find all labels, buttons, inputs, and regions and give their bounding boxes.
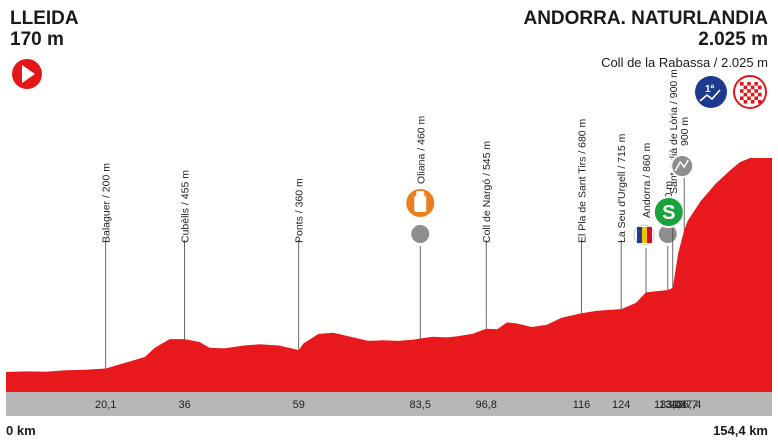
- bin-icon: [409, 223, 432, 245]
- km-tick-label: 134,4: [659, 399, 687, 411]
- waypoint-label: El Pla de Sant Tirs / 680 m: [576, 118, 588, 243]
- checkered-square: [754, 82, 758, 86]
- km-axis-bar: [6, 392, 772, 416]
- finish-summit: Coll de la Rabassa / 2.025 m: [601, 55, 768, 70]
- checkered-square: [740, 89, 744, 93]
- finish-block: ANDORRA. NATURLANDIA 2.025 m Coll de la …: [523, 8, 768, 71]
- waypoint-label: Oliana / 460 m: [415, 115, 427, 184]
- andorra-flag-blue: [636, 227, 642, 243]
- km-tick-label: 116: [573, 399, 591, 411]
- checkered-square: [750, 100, 755, 104]
- km-tick-label: 133,4: [654, 399, 682, 411]
- checkered-square: [747, 96, 751, 100]
- checkered-square: [754, 96, 758, 100]
- checkered-square: [740, 96, 744, 100]
- km-start: 0 km: [6, 423, 36, 438]
- km-tick-label: 83,5: [410, 399, 431, 411]
- start-altitude: 170 m: [10, 29, 64, 50]
- profile-area: [6, 158, 772, 392]
- checkered-square: [743, 92, 748, 97]
- km-tick-label: 137,4: [674, 399, 702, 411]
- waypoint-label: Andorra / 860 m: [641, 142, 653, 218]
- bottle-icon-shape: [414, 196, 427, 212]
- waypoint-label: Cubèlls / 455 m: [180, 170, 192, 243]
- checkered-square: [758, 92, 762, 97]
- km-tick-label: 59: [293, 399, 305, 411]
- bottle-icon-cap: [416, 191, 425, 197]
- km-tick-label: 36: [178, 399, 190, 411]
- checkered-square: [747, 82, 751, 86]
- climb-category-label: 1ª: [705, 84, 715, 95]
- waypoint-label: Ponts / 360 m: [294, 178, 306, 243]
- climb-icon-mountain: [699, 89, 721, 102]
- checkered-square: [743, 100, 748, 104]
- sprint-letter: S: [662, 202, 675, 224]
- checkered-square: [758, 100, 762, 104]
- waypoint-label: 900 m: [679, 117, 691, 146]
- play-icon-triangle: [22, 65, 35, 83]
- waypoint-label: La Seu d'Urgell / 715 m: [616, 133, 628, 243]
- waypoint-label: Coll de Nargó / 545 m: [481, 141, 493, 243]
- km-tick-label: 124: [612, 399, 630, 411]
- checkered-square: [747, 89, 751, 93]
- checkered-square: [743, 85, 748, 90]
- mountain-pass-icon-lines: [674, 159, 689, 172]
- andorra-flag-yellow: [641, 227, 647, 243]
- category-1-climb-icon: [695, 76, 727, 108]
- checkered-square: [758, 85, 762, 90]
- finish-altitude: 2.025 m: [698, 29, 768, 50]
- finish-city: ANDORRA. NATURLANDIA: [523, 8, 768, 29]
- start-block: LLEIDA 170 m: [10, 8, 79, 50]
- km-tick-label: 96,8: [476, 399, 497, 411]
- km-tick-label: 20,1: [95, 399, 116, 411]
- km-end: 154,4 km: [713, 423, 768, 438]
- checkered-square: [754, 89, 758, 93]
- checkered-square: [740, 82, 744, 86]
- mountain-pass-icon: [670, 154, 695, 178]
- start-city: LLEIDA: [10, 8, 79, 29]
- checkered-square: [750, 85, 755, 90]
- waypoint-label: Balaguer / 200 m: [101, 163, 113, 243]
- checkered-square: [750, 92, 755, 97]
- sprint-s-icon: [652, 196, 685, 228]
- andorra-flag-red: [646, 227, 652, 243]
- km-tick-label: 136,7: [670, 399, 698, 411]
